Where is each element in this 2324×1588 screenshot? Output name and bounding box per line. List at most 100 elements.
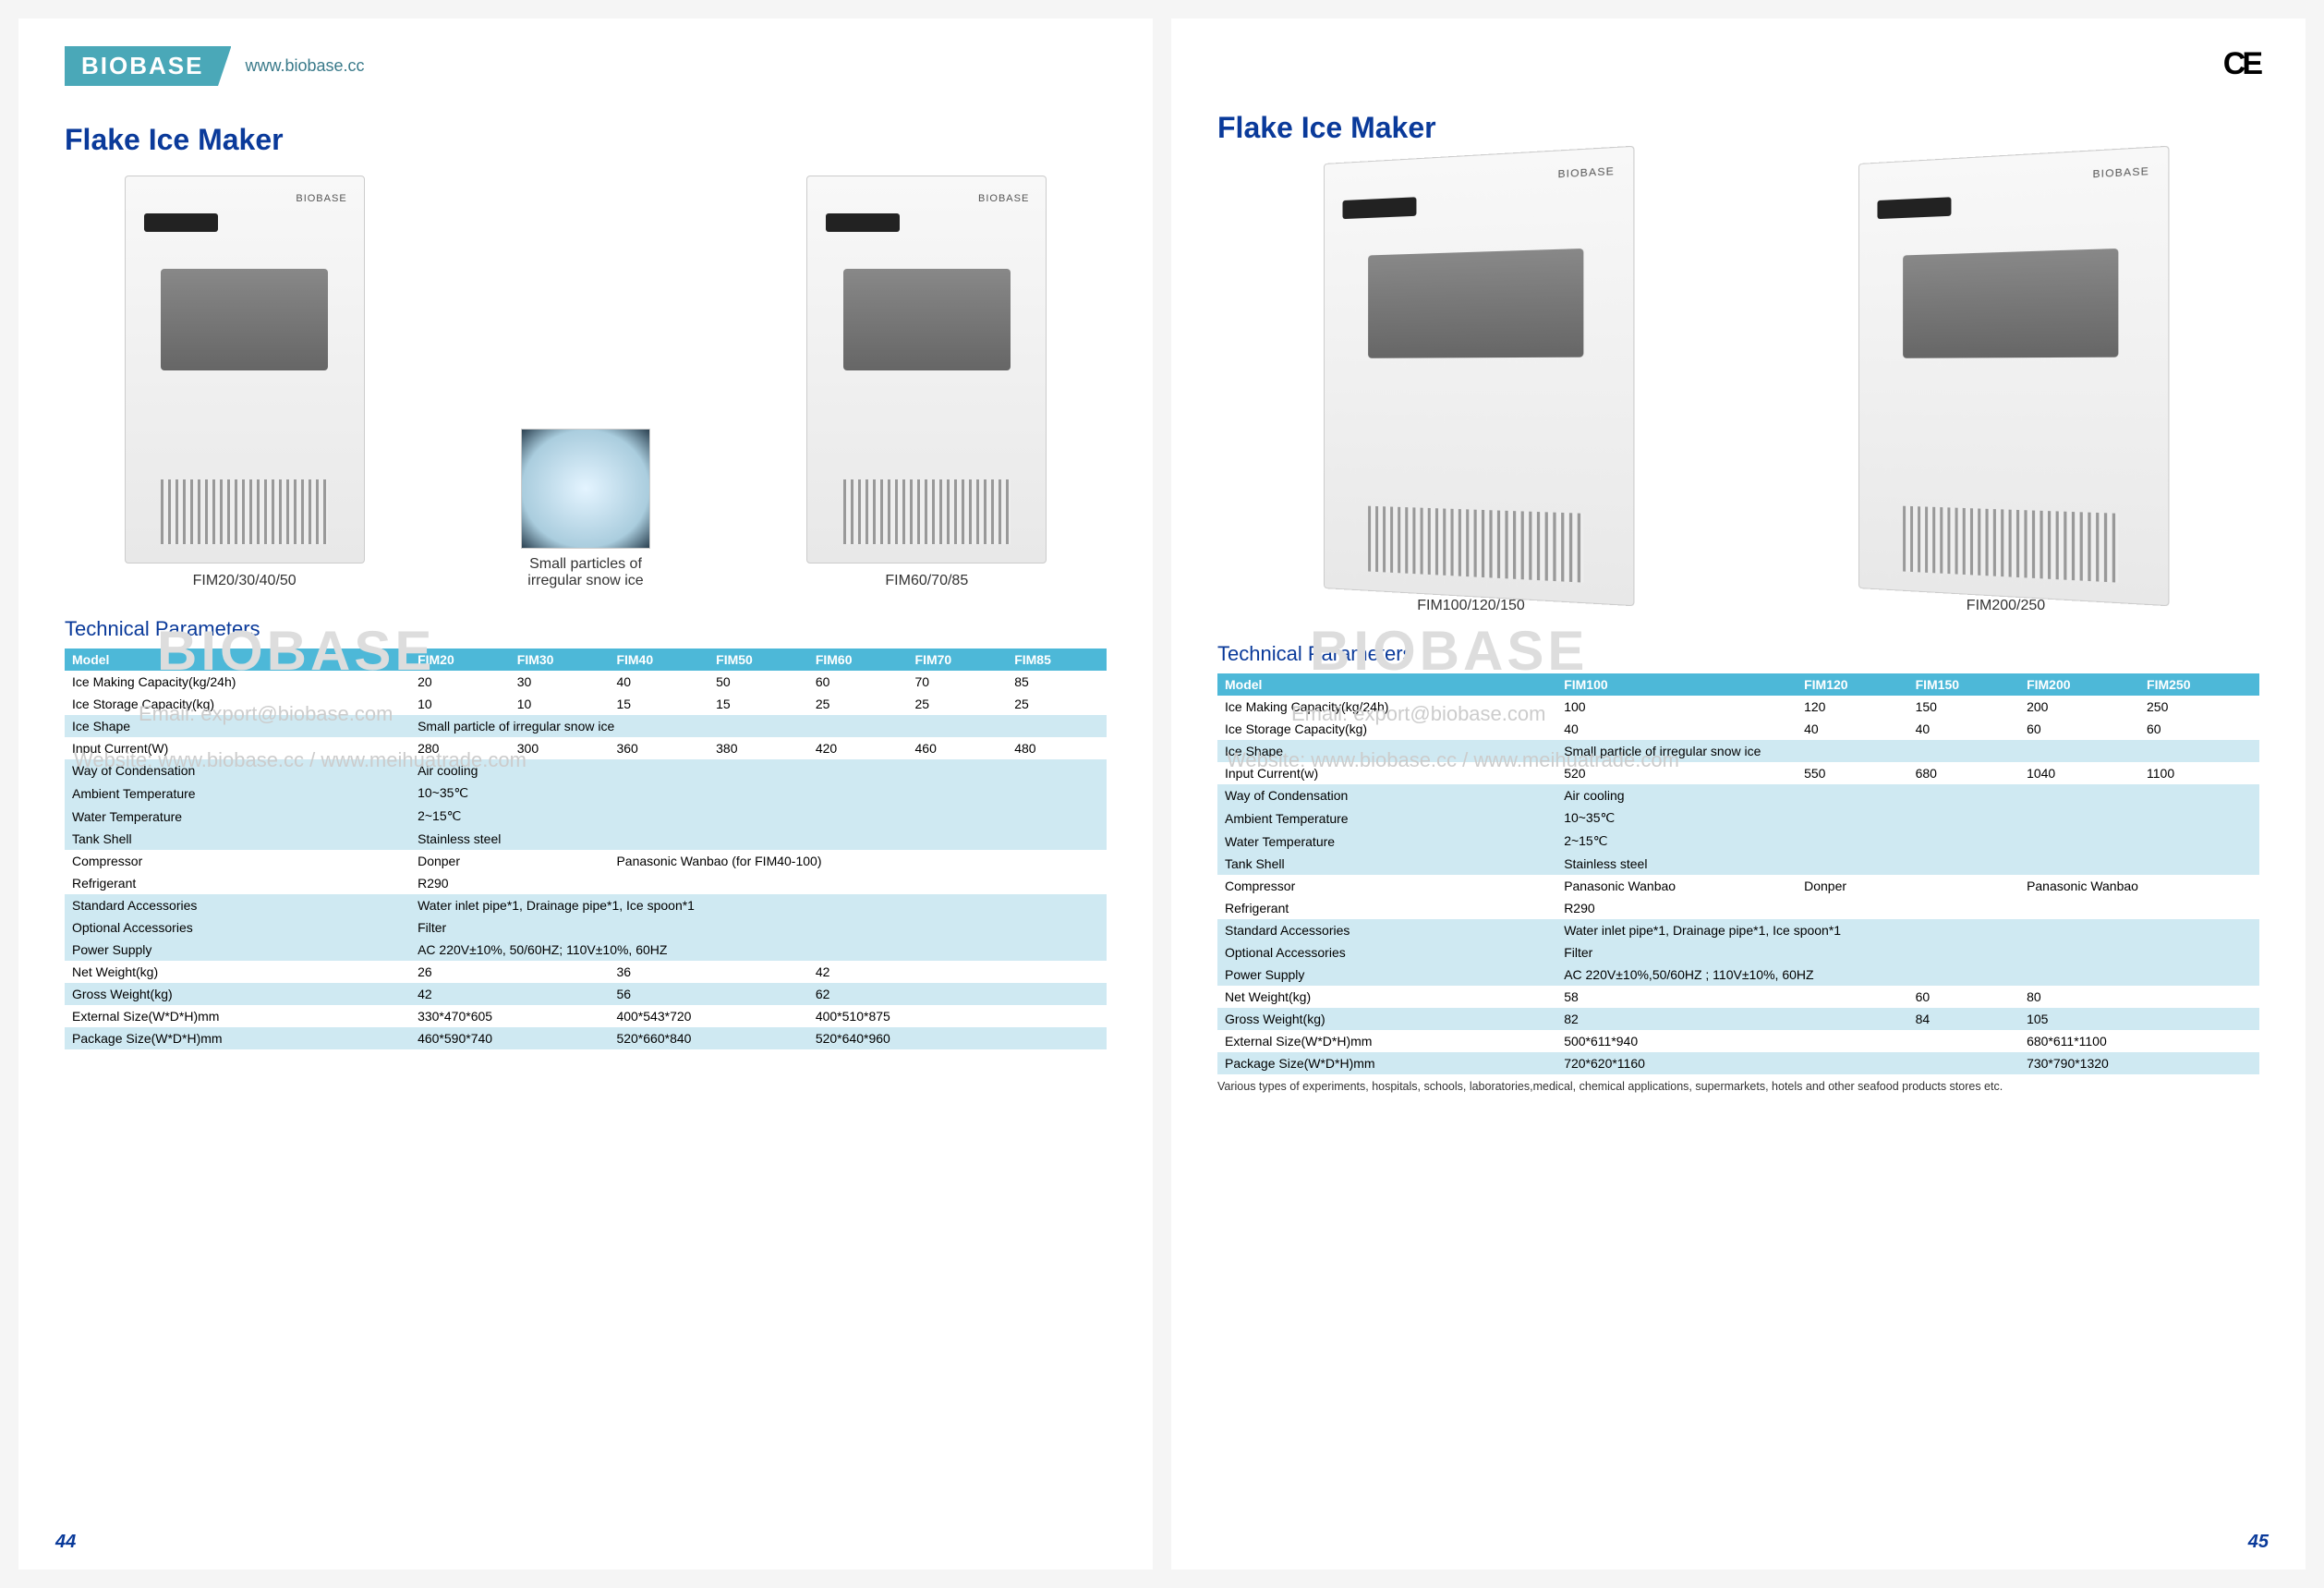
product-images-row: BIOBASE FIM100/120/150 BIOBASE FIM200/25… bbox=[1217, 164, 2259, 614]
table-cell: Gross Weight(kg) bbox=[1217, 1008, 1556, 1030]
table-row: Optional AccessoriesFilter bbox=[65, 916, 1107, 939]
table-row: CompressorDonperPanasonic Wanbao (for FI… bbox=[65, 850, 1107, 872]
table-cell: Donper bbox=[1797, 875, 2019, 897]
machine-brand-label: BIOBASE bbox=[296, 193, 346, 204]
table-cell: Refrigerant bbox=[65, 872, 410, 894]
table-header-cell: FIM200 bbox=[2019, 673, 2139, 696]
control-panel-icon bbox=[1342, 197, 1416, 219]
ice-sample: Small particles of irregular snow ice bbox=[512, 429, 660, 589]
table-cell: 60 bbox=[1908, 986, 2019, 1008]
table-cell: Net Weight(kg) bbox=[65, 961, 410, 983]
table-cell: Ice Making Capacity(kg/24h) bbox=[1217, 696, 1556, 718]
table-cell: 520*640*960 bbox=[808, 1027, 1107, 1049]
table-cell: Ambient Temperature bbox=[65, 782, 410, 805]
table-cell: 26 bbox=[410, 961, 609, 983]
table-row: Power SupplyAC 220V±10%, 50/60HZ; 110V±1… bbox=[65, 939, 1107, 961]
product-caption: FIM100/120/150 bbox=[1417, 598, 1525, 614]
table-row: Ice Storage Capacity(kg)4040406060 bbox=[1217, 718, 2259, 740]
table-cell: 300 bbox=[510, 737, 610, 759]
table-header-cell: Model bbox=[65, 649, 410, 671]
product-1: BIOBASE FIM100/120/150 bbox=[1324, 164, 1619, 614]
table-cell: 10~35℃ bbox=[1556, 806, 2259, 830]
ice-maker-illustration: BIOBASE bbox=[125, 176, 365, 564]
table-cell: 42 bbox=[410, 983, 609, 1005]
table-cell: 1100 bbox=[2139, 762, 2259, 784]
ice-maker-illustration: BIOBASE bbox=[1858, 146, 2170, 607]
table-cell: AC 220V±10%, 50/60HZ; 110V±10%, 60HZ bbox=[410, 939, 1107, 961]
table-header-cell: FIM120 bbox=[1797, 673, 1907, 696]
table-cell: 100 bbox=[1556, 696, 1797, 718]
table-cell: 120 bbox=[1797, 696, 1907, 718]
control-panel-icon bbox=[144, 213, 218, 232]
table-row: Package Size(W*D*H)mm720*620*1160730*790… bbox=[1217, 1052, 2259, 1074]
table-cell: Water inlet pipe*1, Drainage pipe*1, Ice… bbox=[1556, 919, 2259, 941]
table-cell: 10 bbox=[410, 693, 510, 715]
table-row: Ice ShapeSmall particle of irregular sno… bbox=[65, 715, 1107, 737]
table-cell: 84 bbox=[1908, 1008, 2019, 1030]
table-cell: Air cooling bbox=[1556, 784, 2259, 806]
table-row: Optional AccessoriesFilter bbox=[1217, 941, 2259, 964]
table-cell: 40 bbox=[609, 671, 708, 693]
table-row: Gross Weight(kg)8284105 bbox=[1217, 1008, 2259, 1030]
table-header-cell: FIM150 bbox=[1908, 673, 2019, 696]
table-cell: 40 bbox=[1556, 718, 1797, 740]
technical-parameters-heading: Technical Parameters bbox=[65, 617, 1107, 641]
control-panel-icon bbox=[1877, 197, 1951, 219]
table-cell: 360 bbox=[609, 737, 708, 759]
table-cell: 60 bbox=[2139, 718, 2259, 740]
table-cell: Net Weight(kg) bbox=[1217, 986, 1556, 1008]
table-cell: Donper bbox=[410, 850, 609, 872]
table-row: Way of CondensationAir cooling bbox=[1217, 784, 2259, 806]
table-cell: 480 bbox=[1007, 737, 1107, 759]
table-cell: 60 bbox=[808, 671, 908, 693]
table-cell: Ambient Temperature bbox=[1217, 806, 1556, 830]
website-url: www.biobase.cc bbox=[245, 56, 364, 76]
table-row: Input Current(W)280300360380420460480 bbox=[65, 737, 1107, 759]
table-cell: 40 bbox=[1908, 718, 2019, 740]
table-cell: 330*470*605 bbox=[410, 1005, 609, 1027]
product-caption: FIM200/250 bbox=[1967, 598, 2045, 614]
ice-sample-image bbox=[521, 429, 650, 549]
table-cell: Air cooling bbox=[410, 759, 1107, 782]
table-cell: 36 bbox=[609, 961, 807, 983]
table-cell: AC 220V±10%,50/60HZ ; 110V±10%, 60HZ bbox=[1556, 964, 2259, 986]
product-2: BIOBASE FIM200/250 bbox=[1858, 164, 2154, 614]
table-header-cell: FIM250 bbox=[2139, 673, 2259, 696]
ice-maker-illustration: BIOBASE bbox=[1324, 146, 1635, 607]
table-cell: Ice Storage Capacity(kg) bbox=[1217, 718, 1556, 740]
product-2: BIOBASE FIM60/70/85 bbox=[806, 176, 1047, 589]
table-row: RefrigerantR290 bbox=[1217, 897, 2259, 919]
table-cell: 58 bbox=[1556, 986, 1907, 1008]
table-cell: Ice Shape bbox=[65, 715, 410, 737]
table-header-cell: FIM30 bbox=[510, 649, 610, 671]
table-cell: 730*790*1320 bbox=[2019, 1052, 2259, 1074]
table-cell: 460*590*740 bbox=[410, 1027, 609, 1049]
table-header-cell: FIM40 bbox=[609, 649, 708, 671]
vents-icon bbox=[1367, 506, 1583, 583]
product-images-row: BIOBASE FIM20/30/40/50 Small particles o… bbox=[65, 176, 1107, 589]
product-caption: FIM20/30/40/50 bbox=[193, 573, 297, 589]
page-number: 44 bbox=[55, 1532, 76, 1553]
table-cell: Tank Shell bbox=[65, 828, 410, 850]
table-row: Ice ShapeSmall particle of irregular sno… bbox=[1217, 740, 2259, 762]
table-cell: Water Temperature bbox=[65, 805, 410, 828]
table-cell: Water Temperature bbox=[1217, 830, 1556, 853]
table-cell: 10~35℃ bbox=[410, 782, 1107, 805]
table-cell: 82 bbox=[1556, 1008, 1907, 1030]
table-cell: 400*543*720 bbox=[609, 1005, 807, 1027]
table-cell: Standard Accessories bbox=[65, 894, 410, 916]
table-row: Package Size(W*D*H)mm460*590*740520*660*… bbox=[65, 1027, 1107, 1049]
table-row: Standard AccessoriesWater inlet pipe*1, … bbox=[1217, 919, 2259, 941]
table-cell: Power Supply bbox=[1217, 964, 1556, 986]
table-row: Ambient Temperature10~35℃ bbox=[1217, 806, 2259, 830]
table-row: External Size(W*D*H)mm500*611*940680*611… bbox=[1217, 1030, 2259, 1052]
technical-parameters-heading: Technical Parameters bbox=[1217, 642, 2259, 666]
table-row: Water Temperature2~15℃ bbox=[1217, 830, 2259, 853]
table-cell: Panasonic Wanbao (for FIM40-100) bbox=[609, 850, 1107, 872]
table-cell: Optional Accessories bbox=[65, 916, 410, 939]
product-1: BIOBASE FIM20/30/40/50 bbox=[125, 176, 365, 589]
table-cell: 56 bbox=[609, 983, 807, 1005]
table-row: Net Weight(kg)586080 bbox=[1217, 986, 2259, 1008]
table-cell: 500*611*940 bbox=[1556, 1030, 2019, 1052]
table-cell: Way of Condensation bbox=[1217, 784, 1556, 806]
